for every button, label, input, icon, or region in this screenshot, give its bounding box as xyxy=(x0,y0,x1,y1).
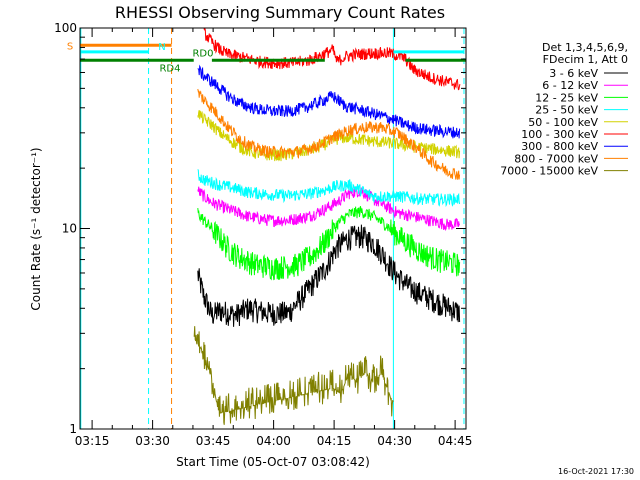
x-tick-label-3: 04:00 xyxy=(256,434,291,448)
series-line-6 xyxy=(197,64,461,139)
status-label-rd4: RD4 xyxy=(159,63,180,74)
legend-header-line-1: Det 1,3,4,5,6,9, xyxy=(542,41,628,54)
legend-label-6: 300 - 800 keV xyxy=(521,140,598,153)
legend-label-7: 800 - 7000 keV xyxy=(514,152,598,165)
legend-label-1: 6 - 12 keV xyxy=(542,79,598,92)
legend-label-0: 3 - 6 keV xyxy=(549,67,598,80)
x-tick-label-1: 03:30 xyxy=(135,434,170,448)
y-tick-label-1: 10 xyxy=(62,222,77,236)
x-axis-label: Start Time (05-Oct-07 03:08:42) xyxy=(176,455,370,469)
series-line-5 xyxy=(203,28,461,91)
series-line-8 xyxy=(193,326,394,425)
x-tick-label-5: 04:30 xyxy=(377,434,412,448)
series-line-2 xyxy=(197,205,461,281)
series-line-3 xyxy=(197,169,461,208)
legend-label-8: 7000 - 15000 keV xyxy=(500,165,598,178)
y-tick-label-0: 1 xyxy=(69,422,77,436)
status-label-rd0: RD0 xyxy=(192,48,213,59)
series-line-0 xyxy=(197,224,461,327)
x-tick-label-6: 04:45 xyxy=(438,434,473,448)
legend-header-line-2: FDecim 1, Att 0 xyxy=(543,53,628,66)
legend-label-5: 100 - 300 keV xyxy=(521,128,598,141)
legend-label-3: 25 - 50 keV xyxy=(535,104,598,117)
y-tick-label-2: 100 xyxy=(54,21,77,35)
chart-title: RHESSI Observing Summary Count Rates xyxy=(115,3,445,22)
legend-label-4: 50 - 100 keV xyxy=(528,116,598,129)
status-label-n: N xyxy=(158,42,165,53)
x-tick-label-2: 03:45 xyxy=(196,434,231,448)
plot-area xyxy=(80,28,466,429)
series-line-1 xyxy=(197,186,461,232)
x-tick-label-0: 03:15 xyxy=(75,434,110,448)
timestamp: 16-Oct-2021 17:30 xyxy=(558,467,634,476)
y-axis-label: Count Rate (s⁻¹ detector⁻¹) xyxy=(29,147,43,310)
x-tick-label-4: 04:15 xyxy=(317,434,352,448)
series-line-7 xyxy=(197,88,461,180)
status-label-s: S xyxy=(67,41,73,52)
legend-label-2: 12 - 25 keV xyxy=(535,91,598,104)
